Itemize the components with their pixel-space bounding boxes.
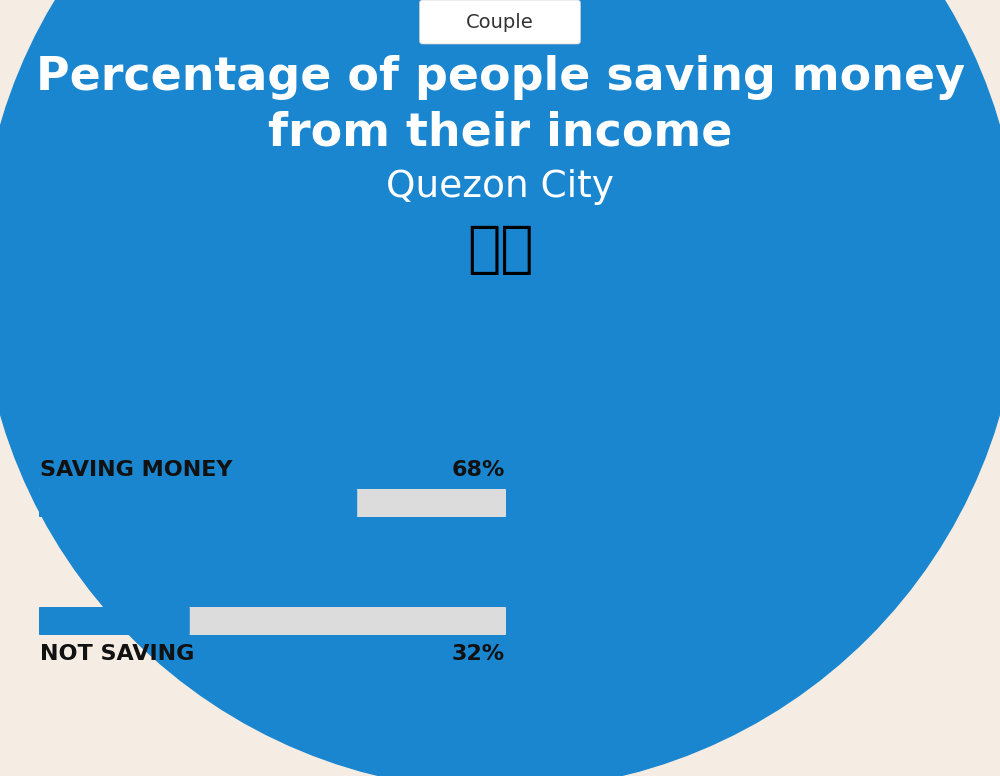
Text: SAVING MONEY: SAVING MONEY <box>40 460 232 480</box>
Text: 68%: 68% <box>452 460 505 480</box>
Text: Couple: Couple <box>466 12 534 32</box>
Text: NOT SAVING: NOT SAVING <box>40 644 194 664</box>
FancyBboxPatch shape <box>420 0 580 44</box>
FancyBboxPatch shape <box>39 607 506 635</box>
Text: Quezon City: Quezon City <box>386 169 614 205</box>
FancyBboxPatch shape <box>39 607 190 635</box>
Text: 32%: 32% <box>452 644 505 664</box>
Text: 🇵🇭: 🇵🇭 <box>467 223 533 277</box>
FancyBboxPatch shape <box>39 489 506 517</box>
FancyBboxPatch shape <box>39 489 357 517</box>
Text: Percentage of people saving money: Percentage of people saving money <box>36 56 964 101</box>
Text: from their income: from their income <box>268 110 732 155</box>
